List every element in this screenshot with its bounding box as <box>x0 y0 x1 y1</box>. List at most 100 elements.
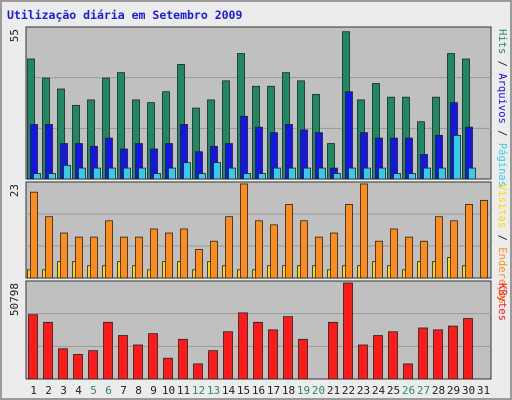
bar-kbytes-day-23 <box>358 344 368 380</box>
x-axis-label-day-2: 2 <box>45 384 52 397</box>
legend-top: Hits / Arquivos / Páginas <box>496 29 508 187</box>
legend-middle: Visitas / Endereços <box>496 184 508 304</box>
x-axis-label-day-28: 28 <box>432 384 445 397</box>
legend-top-part-4: Páginas <box>496 143 508 187</box>
bar-kbytes-day-3 <box>58 348 68 380</box>
bar-pginas-day-11 <box>183 162 191 180</box>
bar-kbytes-day-15 <box>238 312 248 380</box>
bar-kbytes-day-14 <box>223 331 233 380</box>
bar-arquivos-day-16 <box>255 126 263 180</box>
x-axis-label-day-18: 18 <box>282 384 295 397</box>
bar-arquivos-day-25 <box>390 137 398 180</box>
bar-kbytes-day-30 <box>463 318 473 380</box>
x-axis-label-day-25: 25 <box>387 384 400 397</box>
bar-pginas-day-6 <box>108 167 116 180</box>
legend-bottom: KBytes <box>496 283 508 321</box>
bar-endereos-day-11 <box>180 228 188 279</box>
y-axis-max-label-top: 55 <box>8 29 21 42</box>
bar-endereos-day-1 <box>30 191 38 279</box>
bar-pginas-day-13 <box>213 162 221 180</box>
x-axis-label-day-23: 23 <box>357 384 370 397</box>
bar-kbytes-day-28 <box>433 329 443 380</box>
bar-kbytes-day-12 <box>193 363 203 380</box>
bar-pginas-day-2 <box>48 173 56 180</box>
bar-endereos-day-2 <box>45 216 53 279</box>
x-axis-label-day-4: 4 <box>75 384 82 397</box>
bar-pginas-day-19 <box>303 167 311 180</box>
legend-bottom-part-0: KBytes <box>496 283 508 321</box>
bar-endereos-day-30 <box>465 204 473 279</box>
bar-endereos-day-17 <box>270 224 278 279</box>
x-axis-label-day-17: 17 <box>267 384 280 397</box>
x-axis-label-day-13: 13 <box>207 384 220 397</box>
bar-pginas-day-7 <box>123 167 131 180</box>
x-axis-label-day-21: 21 <box>327 384 340 397</box>
bar-pginas-day-20 <box>318 167 326 180</box>
bar-pginas-day-17 <box>273 167 281 180</box>
bar-pginas-day-1 <box>33 173 41 180</box>
x-axis-label-day-26: 26 <box>402 384 415 397</box>
bar-kbytes-day-18 <box>283 316 293 380</box>
x-axis-label-day-27: 27 <box>417 384 430 397</box>
bar-kbytes-day-11 <box>178 338 188 380</box>
legend-top-part-0: Hits <box>496 29 508 54</box>
bar-endereos-day-12 <box>195 248 203 279</box>
bar-arquivos-day-22 <box>345 91 353 180</box>
bar-endereos-day-31 <box>480 199 488 279</box>
x-axis-label-day-9: 9 <box>150 384 157 397</box>
x-axis-label-day-7: 7 <box>120 384 127 397</box>
x-axis-label-day-1: 1 <box>30 384 37 397</box>
legend-middle-part-1: / <box>496 228 508 247</box>
bar-pginas-day-14 <box>228 167 236 180</box>
bar-pginas-day-8 <box>138 167 146 180</box>
bar-pginas-day-16 <box>258 173 266 180</box>
x-axis-label-day-19: 19 <box>297 384 310 397</box>
x-axis-label-day-29: 29 <box>447 384 460 397</box>
bar-endereos-day-27 <box>420 240 428 279</box>
bar-endereos-day-3 <box>60 232 68 279</box>
bar-endereos-day-13 <box>210 240 218 279</box>
bar-kbytes-day-1 <box>28 314 38 380</box>
bar-kbytes-day-5 <box>88 350 98 380</box>
bar-pginas-day-18 <box>288 167 296 180</box>
bar-endereos-day-19 <box>300 220 308 279</box>
legend-top-part-1: / <box>496 54 508 73</box>
legend-middle-part-0: Visitas <box>496 184 508 228</box>
x-axis-label-day-22: 22 <box>342 384 355 397</box>
bar-endereos-day-15 <box>240 183 248 279</box>
x-axis-label-day-12: 12 <box>192 384 205 397</box>
bar-endereos-day-5 <box>90 236 98 279</box>
x-axis-label-day-30: 30 <box>462 384 475 397</box>
bar-endereos-day-25 <box>390 228 398 279</box>
bar-kbytes-day-22 <box>343 282 353 380</box>
x-axis-label-day-8: 8 <box>135 384 142 397</box>
x-axis-label-day-14: 14 <box>222 384 236 397</box>
legend-top-part-3: / <box>496 124 508 143</box>
bar-endereos-day-10 <box>165 232 173 279</box>
x-axis-label-day-16: 16 <box>252 384 265 397</box>
bar-kbytes-day-2 <box>43 321 53 380</box>
x-axis-label-day-20: 20 <box>312 384 325 397</box>
bar-kbytes-day-24 <box>373 335 383 380</box>
bar-pginas-day-22 <box>348 167 356 180</box>
bar-pginas-day-15 <box>243 173 251 180</box>
bar-kbytes-day-26 <box>403 363 413 380</box>
bar-kbytes-day-4 <box>73 354 83 380</box>
bar-endereos-day-8 <box>135 236 143 279</box>
bar-pginas-day-26 <box>408 173 416 180</box>
x-axis-label-day-10: 10 <box>162 384 175 397</box>
x-axis-label-day-3: 3 <box>60 384 67 397</box>
bar-endereos-day-16 <box>255 220 263 279</box>
bar-kbytes-day-25 <box>388 331 398 380</box>
bar-endereos-day-29 <box>450 220 458 279</box>
bar-pginas-day-4 <box>78 167 86 180</box>
y-axis-max-label-middle: 23 <box>8 184 21 197</box>
bar-endereos-day-4 <box>75 236 83 279</box>
bar-pginas-day-29 <box>453 134 461 180</box>
bar-kbytes-day-8 <box>133 344 143 380</box>
x-axis-label-day-5: 5 <box>90 384 97 397</box>
bar-pginas-day-3 <box>63 164 71 180</box>
bar-endereos-day-21 <box>330 232 338 279</box>
bar-pginas-day-25 <box>393 173 401 180</box>
